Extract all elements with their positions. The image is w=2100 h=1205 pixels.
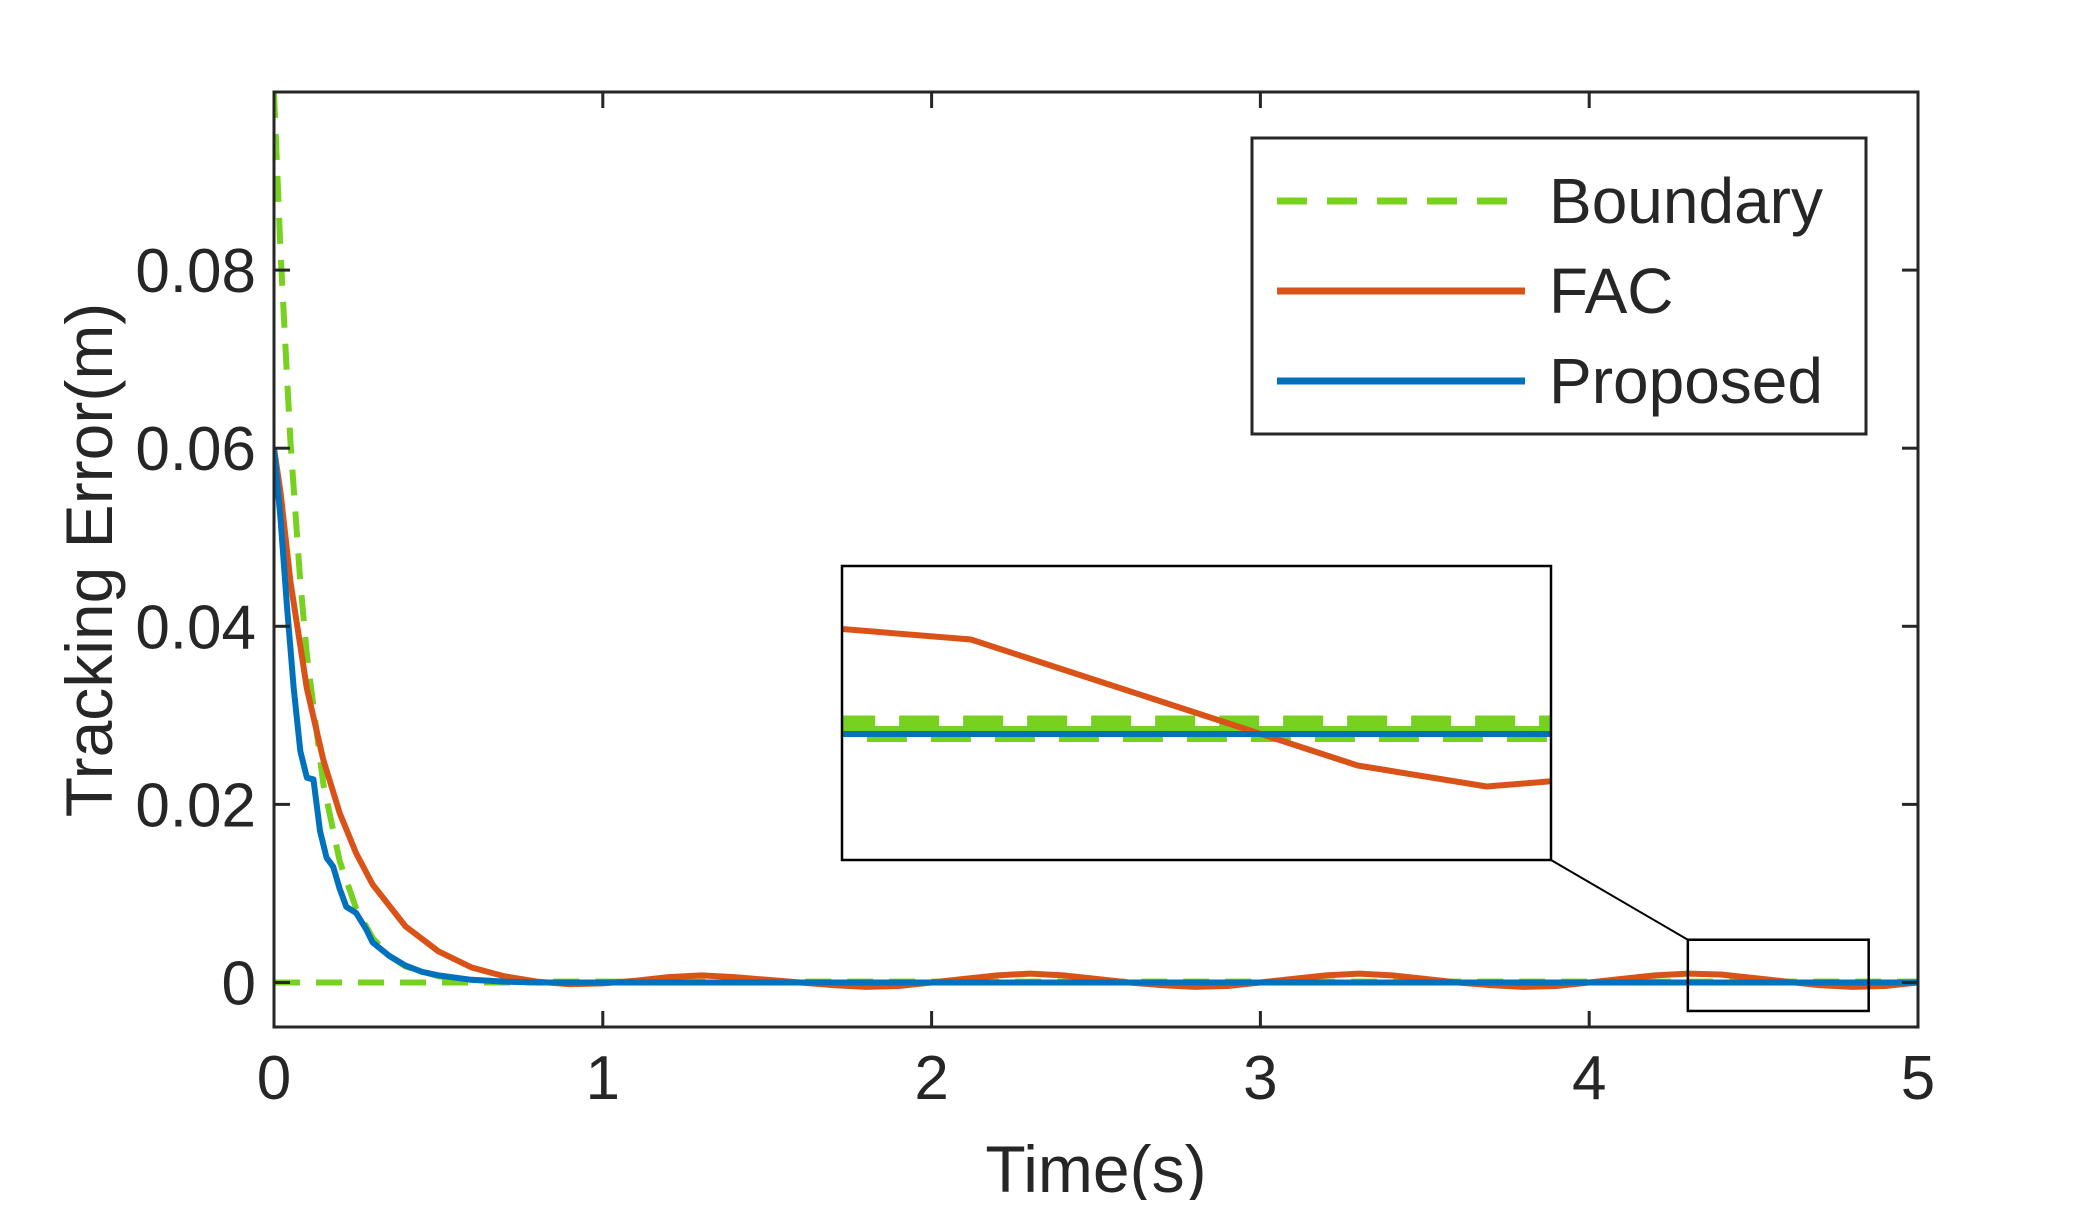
y-tick-label: 0.06 (135, 415, 256, 484)
data-layer (274, 92, 1918, 990)
series-line-fac (274, 447, 1918, 990)
x-tick-label: 1 (586, 1044, 620, 1113)
legend-box (1250, 136, 1868, 436)
plot-frame (272, 90, 1920, 1029)
y-axis-label: Tracking Error(m) (52, 303, 126, 818)
inset-connector (1550, 859, 1689, 941)
x-tick-label: 4 (1572, 1044, 1606, 1113)
y-tick-label: 0.04 (135, 593, 256, 662)
legend-label-boundary: Boundary (1549, 165, 1823, 237)
y-tick-label: 0.02 (135, 771, 256, 840)
y-tick-label: 0 (222, 949, 256, 1018)
x-tick-label: 0 (257, 1044, 291, 1113)
legend-label-fac: FAC (1549, 255, 1673, 327)
series-line-proposed (274, 447, 1918, 986)
inset-layer (840, 564, 1870, 1013)
axes-layer: 0 1 2 3 4 5 0 0.02 0.04 0.06 0.08 (135, 90, 1935, 1113)
inset-frame (840, 564, 1553, 862)
x-tick-label: 5 (1901, 1044, 1935, 1113)
inset-source-box (1686, 938, 1870, 1013)
x-axis-label: Time(s) (985, 1132, 1206, 1200)
y-tick-label: 0.08 (135, 237, 256, 306)
x-tick-label: 2 (914, 1044, 948, 1113)
legend: Boundary FAC Proposed (1250, 136, 1868, 436)
legend-label-proposed: Proposed (1549, 345, 1823, 417)
x-tick-label: 3 (1243, 1044, 1277, 1113)
